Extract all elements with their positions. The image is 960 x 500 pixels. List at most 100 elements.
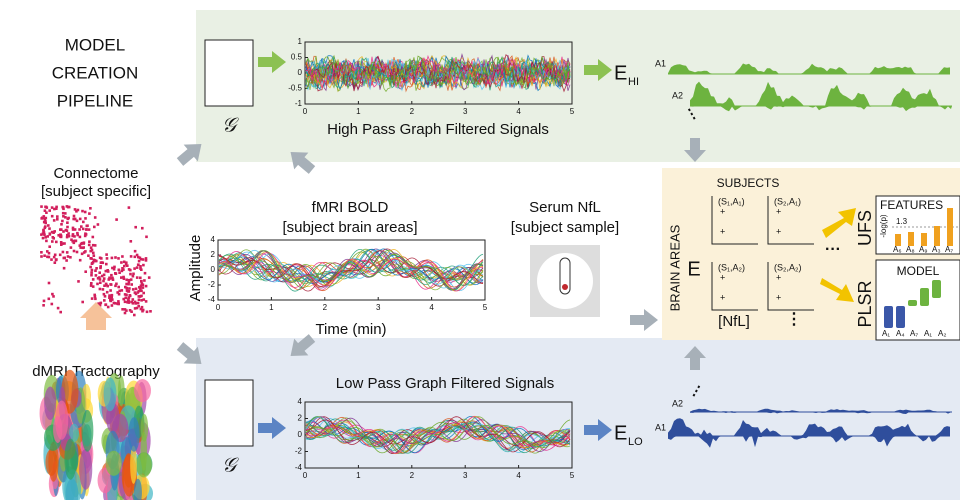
model-label: A₂ bbox=[938, 329, 946, 338]
connection bbox=[127, 268, 131, 271]
connection bbox=[78, 244, 82, 247]
connection bbox=[90, 271, 93, 274]
fiber bbox=[97, 467, 113, 494]
connection bbox=[122, 297, 125, 301]
connection bbox=[122, 277, 126, 280]
fiber bbox=[69, 423, 79, 443]
connection bbox=[67, 234, 70, 238]
feature-label: A₇ bbox=[945, 245, 953, 254]
connection bbox=[116, 302, 119, 306]
connection bbox=[52, 219, 56, 222]
connection bbox=[105, 253, 108, 256]
scatter-grid: (S₁,A₁)++(S₂,A₁)++(S₁,A₂)++(S₂,A₂)++···⋮ bbox=[711, 196, 841, 328]
connection bbox=[93, 244, 97, 247]
connection bbox=[110, 295, 113, 299]
signal-trace bbox=[305, 419, 571, 454]
x-tick-label: 5 bbox=[483, 303, 488, 312]
connection bbox=[127, 280, 131, 284]
connection bbox=[102, 292, 106, 296]
connection bbox=[66, 221, 69, 224]
connection bbox=[66, 205, 70, 209]
energy-subscript: HI bbox=[628, 76, 639, 88]
feature-bar bbox=[908, 232, 914, 246]
connection bbox=[110, 297, 113, 301]
feature-label: A₃ bbox=[932, 245, 941, 254]
connection bbox=[145, 310, 149, 314]
connection bbox=[92, 251, 95, 255]
connection bbox=[65, 251, 69, 254]
connection bbox=[48, 227, 51, 230]
connection bbox=[98, 278, 102, 281]
graph-icon bbox=[204, 379, 254, 447]
x-tick-label: 2 bbox=[323, 303, 328, 312]
arrow-group bbox=[290, 334, 316, 356]
connection bbox=[93, 225, 96, 229]
connection bbox=[42, 299, 46, 303]
connection bbox=[73, 208, 77, 211]
connection bbox=[109, 283, 112, 286]
connection bbox=[129, 278, 133, 281]
connection bbox=[127, 278, 131, 282]
feature-bar bbox=[921, 233, 927, 246]
connection bbox=[50, 206, 54, 209]
connection bbox=[47, 255, 51, 259]
low-pass-title: Low Pass Graph Filtered Signals bbox=[336, 375, 554, 392]
signal-trace bbox=[218, 248, 484, 286]
connection bbox=[111, 276, 114, 280]
signal-trace bbox=[305, 55, 571, 90]
connection bbox=[99, 281, 102, 284]
fiber bbox=[117, 375, 125, 407]
fiber bbox=[79, 448, 93, 490]
connection bbox=[115, 218, 118, 221]
connection bbox=[41, 216, 44, 220]
connection bbox=[135, 266, 139, 269]
connection bbox=[67, 232, 70, 235]
connection bbox=[52, 237, 55, 240]
connection bbox=[52, 295, 55, 298]
threshold-label: 1.3 bbox=[896, 217, 908, 226]
connection bbox=[61, 250, 65, 254]
connection bbox=[116, 291, 119, 294]
model-label: A₇ bbox=[910, 329, 918, 338]
connection bbox=[96, 223, 100, 226]
fiber bbox=[136, 452, 152, 478]
connection bbox=[129, 240, 133, 243]
connection bbox=[53, 261, 57, 264]
point: + bbox=[776, 272, 781, 282]
connection bbox=[125, 278, 128, 282]
connection bbox=[123, 300, 127, 304]
connection bbox=[133, 291, 137, 294]
connection bbox=[53, 253, 57, 257]
connection bbox=[44, 236, 47, 239]
connection bbox=[133, 307, 137, 310]
high-pass-title: High Pass Graph Filtered Signals bbox=[327, 121, 549, 138]
connection bbox=[140, 305, 144, 309]
fiber bbox=[103, 377, 117, 412]
tube bbox=[559, 257, 571, 295]
connection bbox=[42, 215, 46, 218]
connection bbox=[76, 233, 79, 237]
model-bar bbox=[920, 288, 929, 306]
connection bbox=[127, 206, 131, 209]
connection bbox=[96, 282, 99, 286]
mini-axes bbox=[767, 262, 814, 311]
fiber bbox=[81, 409, 94, 452]
connection bbox=[147, 276, 151, 279]
connection bbox=[91, 285, 95, 288]
connection bbox=[131, 288, 135, 291]
graph-symbol: 𝒢 bbox=[222, 453, 240, 477]
connection bbox=[117, 257, 120, 260]
ellipsis: ··· bbox=[825, 241, 841, 258]
connection bbox=[69, 256, 72, 259]
signal-trace bbox=[218, 250, 484, 287]
x-tick-label: 3 bbox=[463, 107, 468, 116]
connection bbox=[137, 298, 141, 302]
connection bbox=[145, 235, 148, 239]
fiber bbox=[44, 386, 57, 421]
x-tick-label: 4 bbox=[516, 107, 521, 116]
fiber bbox=[133, 478, 142, 500]
connection bbox=[75, 219, 79, 223]
arrows bbox=[176, 51, 706, 441]
connection bbox=[72, 214, 76, 218]
connection bbox=[137, 304, 140, 308]
